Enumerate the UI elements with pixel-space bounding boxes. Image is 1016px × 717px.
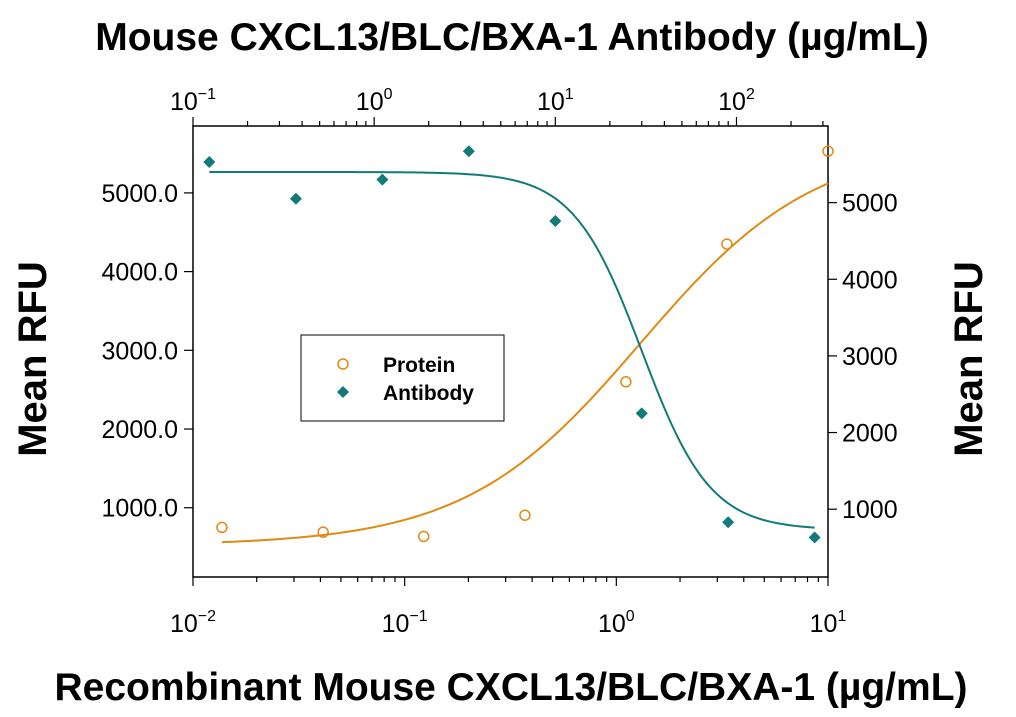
x-bottom-tick-label: 10−2 — [170, 608, 216, 638]
y-right-tick-label: 5000 — [842, 190, 898, 218]
legend-label-antibody: Antibody — [383, 382, 474, 405]
legend-marker-antibody — [337, 386, 349, 398]
fit-curve-antibody — [209, 170, 815, 529]
axes: 10−2 10−1 100 101 10−1 100 101 102 1000.0 2000.0 3… — [102, 86, 898, 638]
y-axis-label-right: Mean RFU — [947, 261, 991, 457]
point-protein — [822, 145, 834, 157]
point-protein — [216, 521, 228, 534]
y-right-tick-label: 1000 — [842, 496, 898, 524]
point-protein — [721, 238, 733, 250]
point-protein — [417, 530, 430, 543]
y-right-tick-label: 4000 — [842, 266, 898, 294]
y-right-tick-label: 2000 — [842, 420, 898, 448]
point-protein — [317, 526, 329, 538]
x-axis-label: Recombinant Mouse CXCL13/BLC/BXA-1 (µg/m… — [54, 666, 967, 709]
point-antibody — [376, 173, 389, 186]
x-top-tick-label: 102 — [718, 86, 755, 116]
y-right-tick-label: 3000 — [842, 343, 898, 371]
legend-marker-protein — [337, 358, 349, 370]
legend-box — [300, 334, 505, 422]
plot-frame — [192, 125, 829, 578]
point-antibody — [635, 407, 648, 420]
fit-curves — [209, 170, 829, 544]
point-antibody — [549, 215, 562, 228]
point-antibody — [203, 156, 216, 169]
x-top-tick-label: 100 — [356, 86, 393, 116]
point-antibody — [462, 145, 475, 158]
chart-title: Mouse CXCL13/BLC/BXA-1 Antibody (µg/mL) — [95, 16, 929, 59]
point-protein — [620, 376, 632, 388]
point-protein — [519, 509, 531, 521]
point-antibody — [808, 531, 821, 544]
y-left-tick-label: 4000.0 — [102, 259, 178, 287]
y-left-tick-label: 3000.0 — [102, 337, 178, 365]
x-top-tick-label: 101 — [537, 86, 574, 116]
x-top-tick-label: 10−1 — [170, 86, 216, 116]
y-left-tick-label: 2000.0 — [102, 416, 178, 444]
y-axis-label-left: Mean RFU — [11, 261, 55, 457]
x-bottom-tick-label: 101 — [810, 608, 847, 638]
fit-curve-protein — [221, 182, 829, 544]
legend: Protein Antibody — [300, 334, 505, 422]
x-bottom-tick-label: 100 — [598, 608, 635, 638]
y-left-tick-label: 5000.0 — [102, 180, 178, 208]
point-antibody — [722, 516, 735, 529]
y-left-tick-label: 1000.0 — [102, 495, 178, 523]
data-points — [203, 145, 834, 544]
point-antibody — [289, 192, 302, 205]
legend-label-protein: Protein — [383, 354, 455, 377]
x-bottom-tick-label: 10−1 — [382, 608, 428, 638]
